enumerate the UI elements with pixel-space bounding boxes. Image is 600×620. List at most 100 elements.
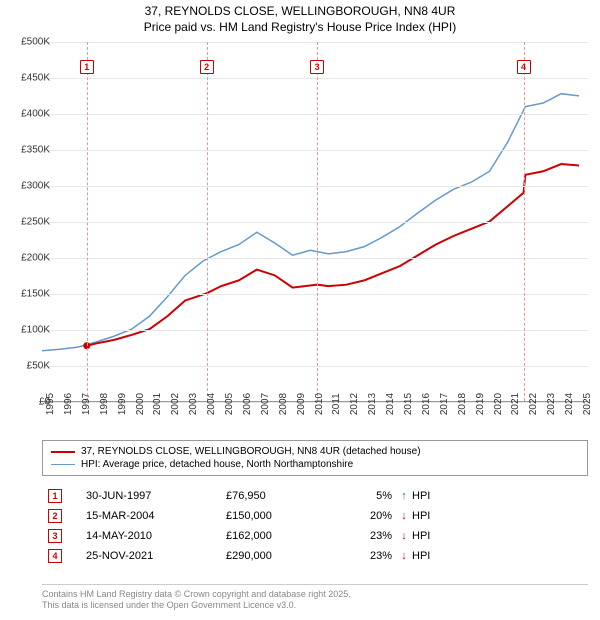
sale-price: £150,000 xyxy=(226,510,336,522)
x-tick-label: 2002 xyxy=(170,393,181,415)
y-tick-label: £150K xyxy=(21,289,50,300)
chart-container: 37, REYNOLDS CLOSE, WELLINGBOROUGH, NN8 … xyxy=(0,0,600,620)
x-tick-label: 2022 xyxy=(528,393,539,415)
legend-label: HPI: Average price, detached house, Nort… xyxy=(81,459,353,470)
sale-diff: 20% xyxy=(336,510,396,522)
chart-plot-area: 1 2 3 4 xyxy=(42,42,588,402)
sale-row-badge: 2 xyxy=(48,509,62,523)
sale-marker-badge: 1 xyxy=(80,60,94,74)
x-tick-label: 2012 xyxy=(349,393,360,415)
sale-price: £290,000 xyxy=(226,550,336,562)
x-tick-label: 2018 xyxy=(457,393,468,415)
sale-row: 3 14-MAY-2010£162,00023%↓HPI xyxy=(42,526,588,546)
gridline xyxy=(42,114,588,115)
sale-row: 4 25-NOV-2021£290,00023%↓HPI xyxy=(42,546,588,566)
title-line-1: 37, REYNOLDS CLOSE, WELLINGBOROUGH, NN8 … xyxy=(0,4,600,20)
x-tick-label: 2016 xyxy=(421,393,432,415)
x-tick-label: 1995 xyxy=(45,393,56,415)
legend-row: HPI: Average price, detached house, Nort… xyxy=(51,458,579,471)
sale-vs-label: HPI xyxy=(412,530,588,542)
x-tick-label: 2025 xyxy=(582,393,593,415)
x-tick-label: 2010 xyxy=(314,393,325,415)
y-tick-label: £50K xyxy=(27,361,50,372)
y-tick-label: £400K xyxy=(21,109,50,120)
gridline xyxy=(42,42,588,43)
sale-row-badge: 1 xyxy=(48,489,62,503)
x-tick-label: 1997 xyxy=(81,393,92,415)
gridline xyxy=(42,222,588,223)
chart-title: 37, REYNOLDS CLOSE, WELLINGBOROUGH, NN8 … xyxy=(0,0,600,35)
y-tick-label: £200K xyxy=(21,253,50,264)
sale-row: 130-JUN-1997£76,9505%↑HPI xyxy=(42,486,588,506)
x-tick-label: 2024 xyxy=(564,393,575,415)
sale-diff: 23% xyxy=(336,530,396,542)
footer-line-1: Contains HM Land Registry data © Crown c… xyxy=(42,589,588,601)
sale-marker-line xyxy=(524,42,525,401)
legend: 37, REYNOLDS CLOSE, WELLINGBOROUGH, NN8 … xyxy=(42,440,588,476)
footer-line-2: This data is licensed under the Open Gov… xyxy=(42,600,588,612)
x-tick-label: 2008 xyxy=(278,393,289,415)
sale-marker-line xyxy=(87,42,88,401)
y-tick-label: £500K xyxy=(21,37,50,48)
x-tick-label: 2019 xyxy=(475,393,486,415)
x-tick-label: 2007 xyxy=(260,393,271,415)
x-tick-label: 2013 xyxy=(367,393,378,415)
sale-date: 14-MAY-2010 xyxy=(86,530,226,542)
y-tick-label: £100K xyxy=(21,325,50,336)
sale-marker-badge: 2 xyxy=(200,60,214,74)
gridline xyxy=(42,78,588,79)
sale-marker-badge: 3 xyxy=(310,60,324,74)
legend-swatch xyxy=(51,451,75,453)
x-tick-label: 2021 xyxy=(510,393,521,415)
sale-vs-label: HPI xyxy=(412,510,588,522)
sale-row: 2 15-MAR-2004£150,00020%↓HPI xyxy=(42,506,588,526)
sale-row-badge: 4 xyxy=(48,549,62,563)
x-tick-label: 2017 xyxy=(439,393,450,415)
x-tick-label: 1996 xyxy=(63,393,74,415)
gridline xyxy=(42,330,588,331)
x-tick-label: 1999 xyxy=(117,393,128,415)
sales-table: 130-JUN-1997£76,9505%↑HPI215-MAR-2004£15… xyxy=(42,486,588,566)
y-tick-label: £450K xyxy=(21,73,50,84)
sale-row-badge: 3 xyxy=(48,529,62,543)
sale-vs-label: HPI xyxy=(412,550,588,562)
sale-marker-line xyxy=(317,42,318,401)
series-property xyxy=(87,164,579,346)
gridline xyxy=(42,366,588,367)
x-tick-label: 2000 xyxy=(135,393,146,415)
sale-date: 15-MAR-2004 xyxy=(86,510,226,522)
x-tick-label: 2014 xyxy=(385,393,396,415)
gridline xyxy=(42,258,588,259)
legend-row: 37, REYNOLDS CLOSE, WELLINGBOROUGH, NN8 … xyxy=(51,445,579,458)
legend-swatch xyxy=(51,464,75,465)
title-line-2: Price paid vs. HM Land Registry's House … xyxy=(0,20,600,36)
arrow-down-icon: ↓ xyxy=(396,530,412,542)
sale-marker-badge: 4 xyxy=(517,60,531,74)
gridline xyxy=(42,294,588,295)
y-tick-label: £350K xyxy=(21,145,50,156)
sale-price: £162,000 xyxy=(226,530,336,542)
x-tick-label: 2001 xyxy=(152,393,163,415)
arrow-up-icon: ↑ xyxy=(396,490,412,502)
x-tick-label: 2011 xyxy=(331,393,342,415)
legend-label: 37, REYNOLDS CLOSE, WELLINGBOROUGH, NN8 … xyxy=(81,446,421,457)
x-tick-label: 2009 xyxy=(296,393,307,415)
footer: Contains HM Land Registry data © Crown c… xyxy=(42,584,588,612)
sale-diff: 23% xyxy=(336,550,396,562)
sale-vs-label: HPI xyxy=(412,490,588,502)
x-tick-label: 2006 xyxy=(242,393,253,415)
arrow-down-icon: ↓ xyxy=(396,510,412,522)
x-tick-label: 2003 xyxy=(188,393,199,415)
sale-marker-line xyxy=(207,42,208,401)
x-tick-label: 2023 xyxy=(546,393,557,415)
x-tick-label: 2005 xyxy=(224,393,235,415)
x-tick-label: 2004 xyxy=(206,393,217,415)
x-tick-label: 2015 xyxy=(403,393,414,415)
sale-date: 30-JUN-1997 xyxy=(86,490,226,502)
arrow-down-icon: ↓ xyxy=(396,550,412,562)
gridline xyxy=(42,186,588,187)
sale-date: 25-NOV-2021 xyxy=(86,550,226,562)
y-tick-label: £250K xyxy=(21,217,50,228)
x-tick-label: 2020 xyxy=(493,393,504,415)
x-tick-label: 1998 xyxy=(99,393,110,415)
